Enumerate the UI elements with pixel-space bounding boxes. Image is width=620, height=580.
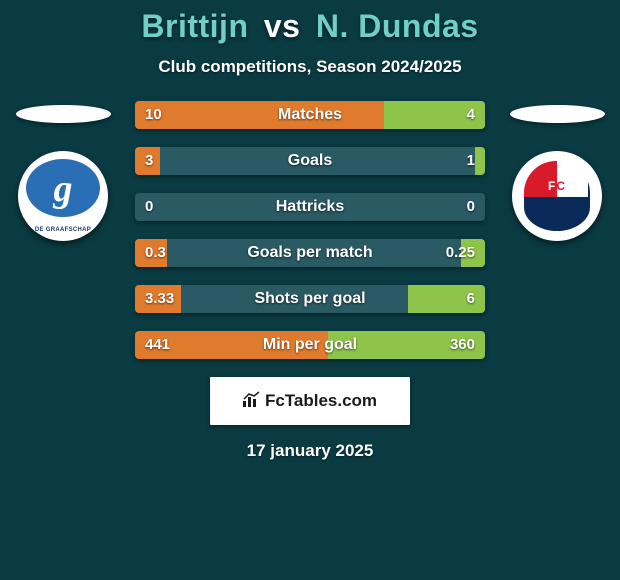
stat-label: Shots per goal — [135, 285, 485, 313]
brand-text: FcTables.com — [265, 391, 377, 411]
stat-label: Matches — [135, 101, 485, 129]
stat-label: Goals per match — [135, 239, 485, 267]
stat-label: Min per goal — [135, 331, 485, 359]
player2-name: N. Dundas — [316, 8, 479, 44]
utrecht-shield-icon: FC — [524, 161, 590, 231]
left-club-logo: g — [18, 151, 108, 241]
graafschap-g-icon: g — [54, 167, 73, 211]
left-badge-column: g — [8, 101, 118, 241]
stat-row: 3.336Shots per goal — [135, 285, 485, 313]
stat-row: 0.30.25Goals per match — [135, 239, 485, 267]
right-badge-column: FC — [502, 101, 612, 241]
subtitle: Club competitions, Season 2024/2025 — [0, 57, 620, 77]
right-club-logo: FC — [512, 151, 602, 241]
right-flag-icon — [510, 105, 605, 123]
player1-name: Brittijn — [141, 8, 248, 44]
stat-row: 104Matches — [135, 101, 485, 129]
stat-label: Hattricks — [135, 193, 485, 221]
chart-icon — [243, 391, 261, 412]
brand-badge: FcTables.com — [210, 377, 410, 425]
vs-text: vs — [264, 8, 301, 44]
left-flag-icon — [16, 105, 111, 123]
stat-bars: 104Matches 31Goals 00Hattricks 0.30.25Goals… — [135, 101, 485, 359]
content-area: g FC 104Matches 31Goals 00Hattricks 0.30.25… — [0, 101, 620, 461]
stat-row: 00Hattricks — [135, 193, 485, 221]
title: Brittijn vs N. Dundas — [0, 0, 620, 45]
stat-row: 31Goals — [135, 147, 485, 175]
date-text: 17 january 2025 — [0, 441, 620, 461]
stat-label: Goals — [135, 147, 485, 175]
stat-row: 441360Min per goal — [135, 331, 485, 359]
